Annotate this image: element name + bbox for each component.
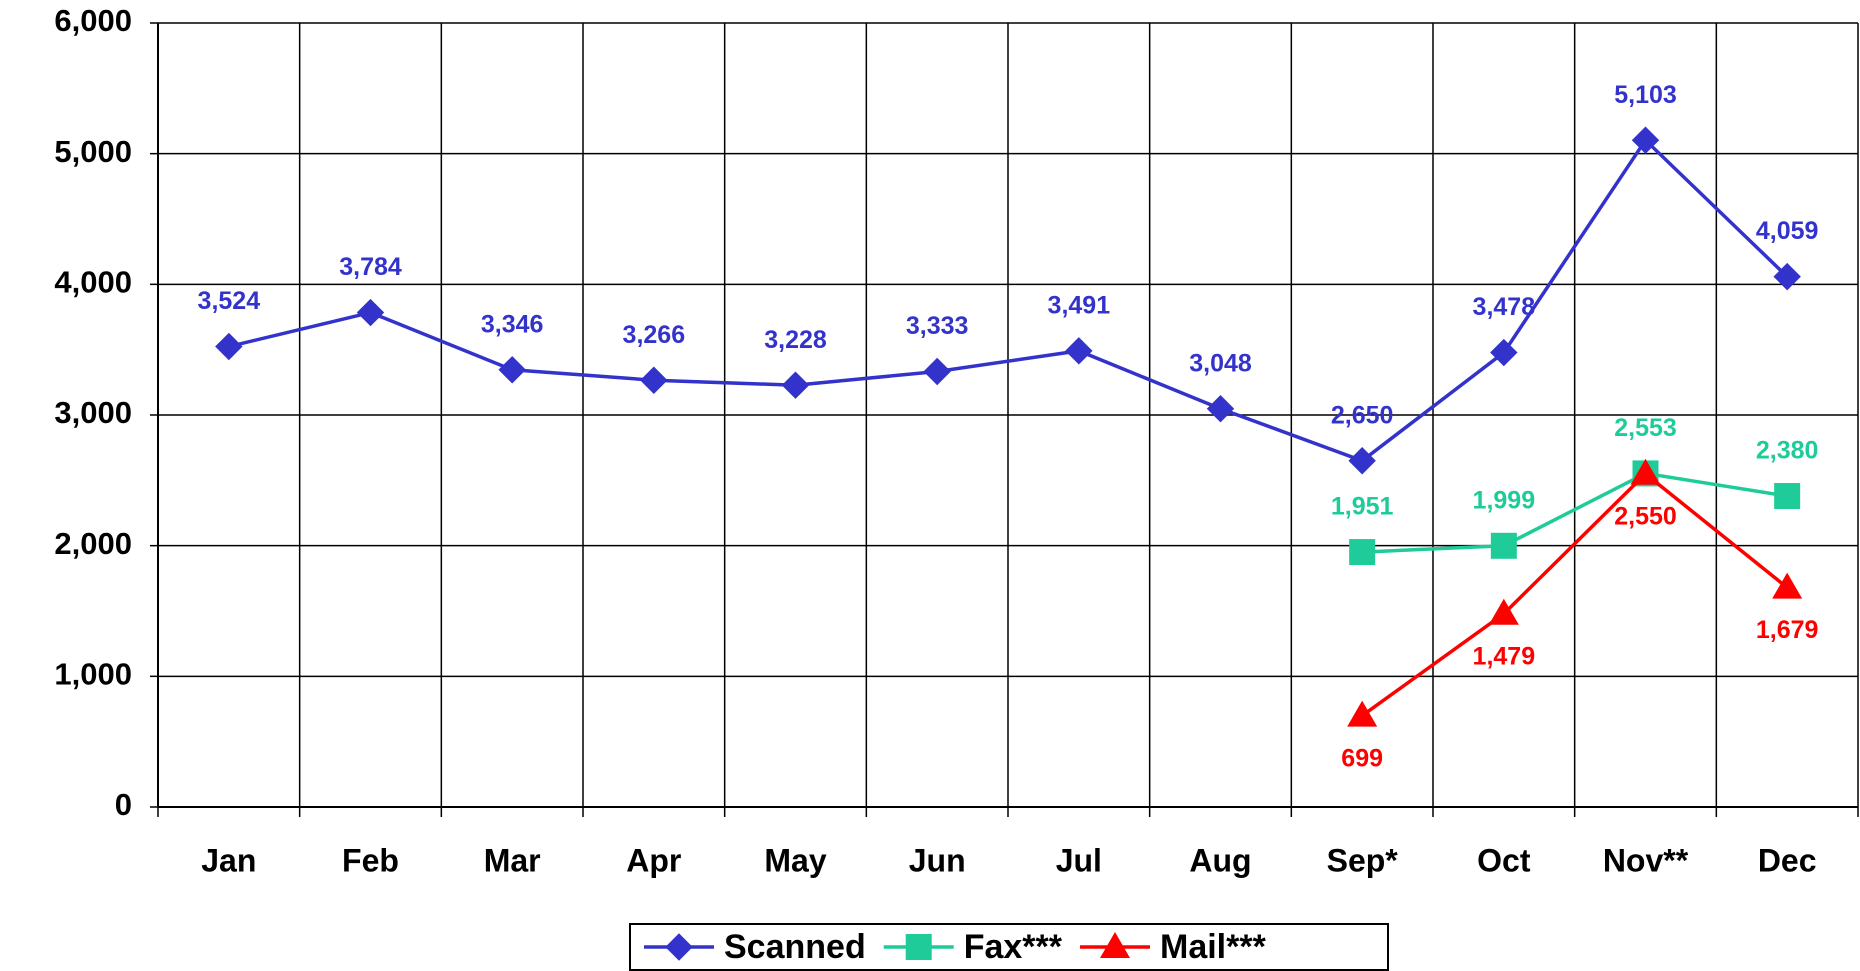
data-label: 3,228	[764, 326, 827, 354]
data-label: 1,999	[1473, 486, 1536, 514]
data-label: 3,491	[1048, 291, 1111, 319]
data-label: 3,346	[481, 310, 544, 338]
data-point	[1065, 337, 1093, 365]
data-label: 2,550	[1614, 502, 1677, 530]
data-point	[1773, 262, 1801, 291]
legend-marker	[905, 934, 932, 960]
y-tick-label: 0	[115, 787, 132, 822]
data-point	[1488, 598, 1519, 625]
y-tick-label: 6,000	[54, 3, 132, 38]
data-point	[498, 356, 526, 384]
legend-label: Mail***	[1160, 928, 1267, 966]
data-point	[1347, 700, 1378, 727]
data-label: 1,679	[1756, 616, 1819, 644]
data-point	[1206, 395, 1235, 423]
data-label: 3,478	[1473, 293, 1536, 321]
data-point	[215, 332, 243, 361]
data-point	[1772, 572, 1803, 599]
series-line	[1361, 471, 1789, 718]
data-label: 2,650	[1331, 401, 1394, 429]
legend-label: Scanned	[724, 928, 866, 966]
x-tick-label: Nov**	[1603, 842, 1689, 878]
y-tick-label: 4,000	[54, 265, 132, 300]
data-point	[781, 371, 810, 399]
data-label: 3,524	[198, 287, 261, 315]
x-tick-label: Feb	[342, 842, 399, 878]
data-label: 1,951	[1331, 493, 1394, 521]
x-tick-label: Jun	[909, 842, 966, 878]
data-label: 2,553	[1614, 414, 1677, 442]
x-tick-label: Oct	[1477, 842, 1531, 878]
data-label: 5,103	[1614, 81, 1677, 109]
data-point	[640, 366, 668, 394]
legend-label: Fax***	[964, 928, 1063, 966]
y-tick-label: 3,000	[54, 395, 132, 430]
data-label: 3,784	[339, 253, 402, 281]
legend-box	[629, 923, 1389, 971]
x-tick-label: Sep*	[1327, 842, 1399, 878]
legend-marker	[1100, 932, 1130, 958]
data-label: 2,380	[1756, 437, 1819, 465]
data-point	[1774, 483, 1801, 510]
data-label: 1,479	[1473, 642, 1536, 670]
x-tick-label: Aug	[1189, 842, 1251, 878]
x-tick-label: May	[764, 842, 826, 878]
data-point	[1348, 447, 1376, 475]
legend-marker	[665, 933, 693, 961]
data-label: 4,059	[1756, 217, 1819, 245]
data-point	[1490, 532, 1517, 559]
y-tick-label: 1,000	[54, 657, 132, 692]
x-tick-label: Jul	[1056, 842, 1102, 878]
y-tick-label: 5,000	[54, 134, 132, 169]
data-point	[1630, 458, 1661, 485]
series-line	[1362, 471, 1788, 554]
data-label: 3,048	[1189, 349, 1252, 377]
data-point	[1349, 539, 1376, 566]
data-point	[923, 357, 951, 386]
x-tick-label: Jan	[201, 842, 256, 878]
x-tick-label: Apr	[626, 842, 681, 878]
x-tick-label: Dec	[1758, 842, 1817, 878]
data-label: 699	[1341, 744, 1383, 772]
data-point	[1631, 126, 1660, 154]
data-label: 3,333	[906, 312, 969, 340]
y-tick-label: 2,000	[54, 526, 132, 561]
data-label: 3,266	[623, 321, 686, 349]
data-point	[1490, 338, 1518, 367]
series-line	[228, 137, 1789, 463]
x-tick-label: Mar	[484, 842, 541, 878]
data-point	[356, 298, 385, 327]
